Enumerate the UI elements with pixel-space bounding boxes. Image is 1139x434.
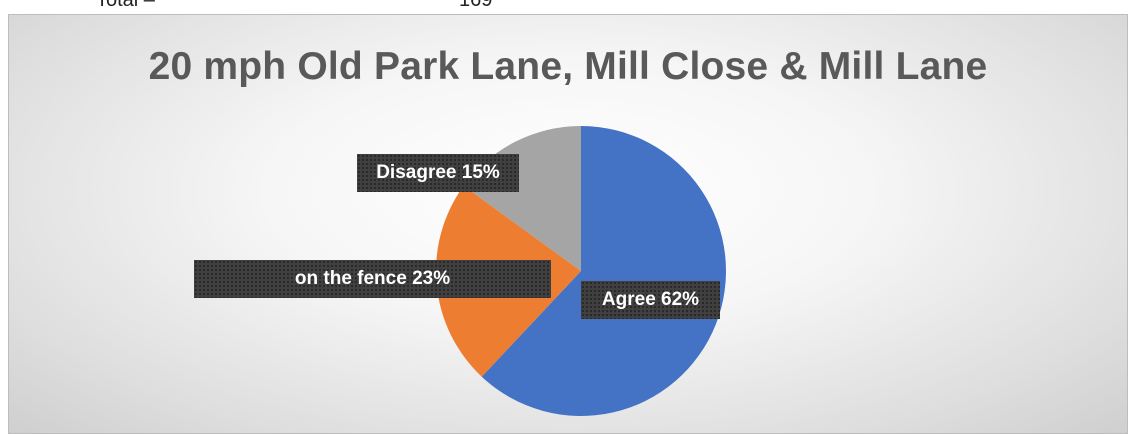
total-label: Total – (96, 0, 155, 11)
pie-slice-agree (481, 126, 726, 417)
pie-chart (435, 126, 726, 417)
total-value: 169 (459, 0, 493, 11)
chart-area: 20 mph Old Park Lane, Mill Close & Mill … (8, 14, 1128, 434)
chart-title: 20 mph Old Park Lane, Mill Close & Mill … (148, 45, 988, 88)
data-label-on-the-fence: on the fence 23% (194, 260, 551, 298)
data-label-agree: Agree 62% (581, 281, 720, 319)
data-label-disagree: Disagree 15% (357, 154, 519, 192)
